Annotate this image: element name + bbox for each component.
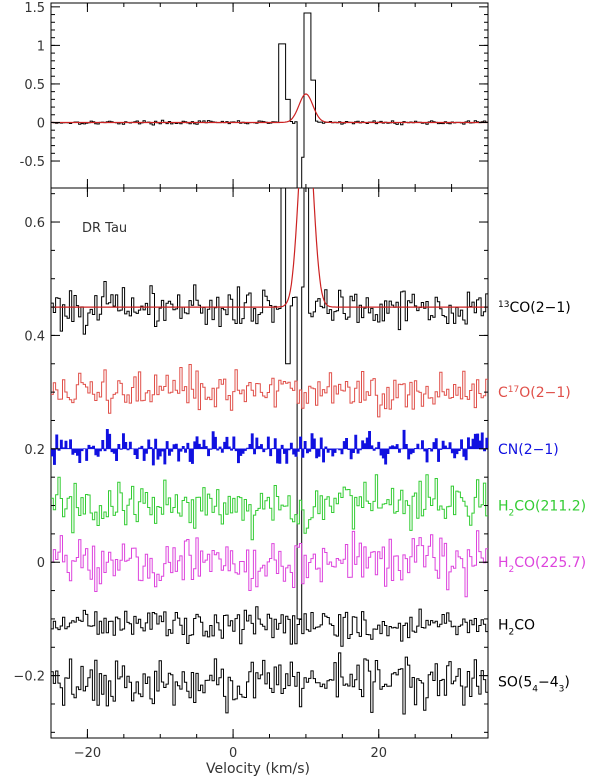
top-gaussian-fit xyxy=(51,93,488,124)
series-label-2: CN(2−1) xyxy=(498,442,559,458)
series-label-6: SO(54−43) xyxy=(498,674,570,694)
series-label-1: C17O(2−1) xyxy=(498,385,571,401)
spectrum-fill-2 xyxy=(51,429,488,466)
spectrum-line-4 xyxy=(51,530,488,598)
top-ytick-label: -0.5 xyxy=(20,155,45,170)
series-label-5: H2CO xyxy=(498,618,535,638)
top-ytick-label: 1.5 xyxy=(24,1,45,16)
bottom-plot-area xyxy=(51,188,488,715)
bottom-gaussian-fit xyxy=(51,188,488,308)
xtick-label: 0 xyxy=(229,746,237,761)
top-ytick-label: 1 xyxy=(37,39,45,54)
bottom-frame xyxy=(50,187,489,739)
source-annotation: DR Tau xyxy=(82,221,127,236)
top-ytick-label: 0.5 xyxy=(24,78,45,93)
series-label-4: H2CO(225.7) xyxy=(498,555,586,575)
x-axis-label: Velocity (km/s) xyxy=(206,761,310,777)
bottom-panel: 13CO(2−1) C17O(2−1) CN(2−1) H2CO(211.2) H2CO… xyxy=(13,187,586,761)
bottom-ytick-label: −0.2 xyxy=(13,670,45,685)
bottom-ytick-label: 0.6 xyxy=(24,216,45,231)
spectrum-line-6 xyxy=(51,652,488,715)
top-plot-area xyxy=(51,12,488,188)
spectrum-line-0 xyxy=(51,188,488,620)
bottom-ytick-label: 0.2 xyxy=(24,443,45,458)
bottom-ytick-label: 0.4 xyxy=(24,329,45,344)
spectrum-line-3 xyxy=(51,474,488,541)
top-ytick-label: 0 xyxy=(37,116,45,131)
top-panel: 1.5 1 0.5 0 -0.5 xyxy=(20,1,489,189)
series-label-3: H2CO(211.2) xyxy=(498,499,586,519)
spectrum-line-5 xyxy=(51,606,488,647)
xtick-label: 20 xyxy=(370,746,387,761)
xtick-label: −20 xyxy=(74,746,101,761)
spectrum-line-1 xyxy=(51,364,488,418)
series-label-0: 13CO(2−1) xyxy=(498,300,571,316)
bottom-ytick-label: 0 xyxy=(37,556,45,571)
top-spectrum-line xyxy=(51,12,488,188)
top-frame xyxy=(50,2,489,189)
